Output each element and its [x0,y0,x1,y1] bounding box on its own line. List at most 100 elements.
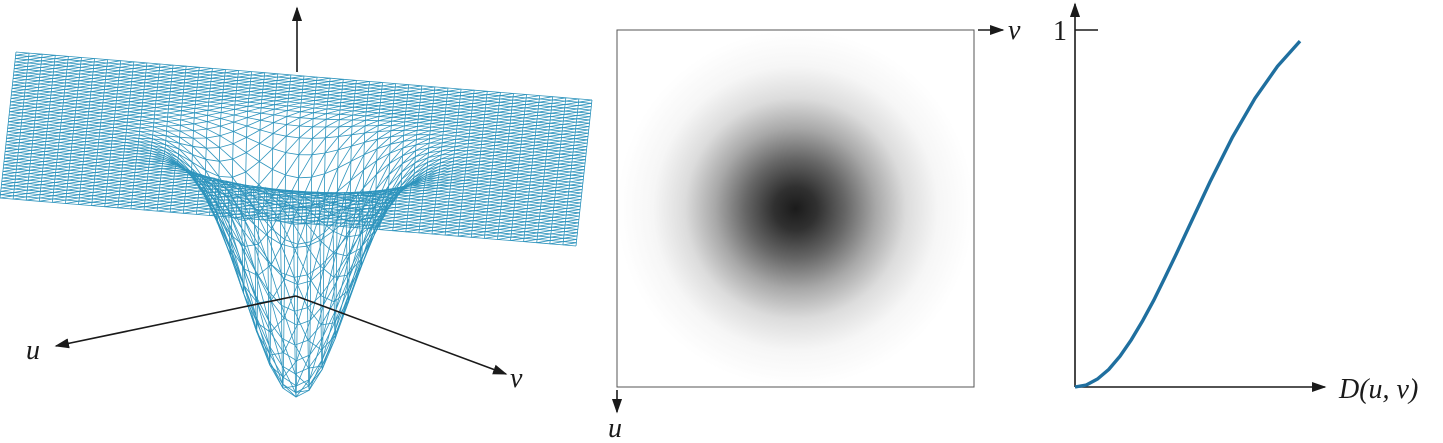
mesh-line [196,149,587,215]
mesh-line [1,96,553,356]
mesh-line [15,52,30,56]
surface-v-label: v [510,363,523,394]
mesh-line [52,112,591,351]
mesh-line [26,106,592,387]
image-v-label: v [1008,15,1021,46]
filter-image [616,29,975,388]
mesh-line [0,98,579,389]
mesh-line [4,85,422,156]
mesh-line [5,83,396,149]
mesh-line [130,132,589,222]
mesh-line [366,192,582,229]
profile-curve [1074,39,1302,389]
profile-x-label: D(u, v) [1338,374,1418,405]
mesh-line [549,239,577,245]
mesh-line [13,102,592,393]
mesh-line [13,58,95,73]
surface-u-label: u [26,335,40,366]
mesh-line [12,62,147,86]
mesh-line [2,92,501,247]
image-u-label: u [608,413,622,443]
mesh-line [1,95,540,333]
mesh-line [261,166,585,221]
mesh-line [10,69,226,106]
surface-u-axis [54,295,297,349]
mesh-line [222,156,586,217]
mesh-line [104,126,590,257]
mesh-line [39,109,591,369]
mesh-line [65,116,591,326]
mesh-line [0,97,566,378]
surface-v-axis [295,295,508,375]
mesh-line [117,129,589,238]
mesh-line [471,219,579,238]
mesh-line [392,199,582,232]
mesh-line [9,72,265,116]
mesh-line [405,202,581,233]
mesh-line [8,74,291,123]
mesh-line [143,136,589,211]
mesh-line [6,78,344,136]
mesh-line [3,87,449,162]
mesh-line [327,182,583,226]
mesh-line [78,119,590,303]
mesh-line [11,63,161,89]
mesh-line [14,54,56,63]
mesh-line [248,162,586,220]
mesh-line [209,152,587,216]
mesh-line [353,189,583,228]
mesh-line [13,60,121,79]
mesh-line [11,64,174,93]
mesh-line [10,66,200,99]
mesh-line [458,215,580,237]
mesh-line [562,242,577,246]
mesh-line [183,146,587,214]
mesh-line [10,68,213,103]
mesh-line [497,225,579,240]
mesh-line [431,209,581,235]
mesh-line [1,94,527,304]
mesh-line [8,73,278,119]
mesh-line [170,142,588,213]
mesh-line [5,82,383,146]
mesh-line [418,205,581,234]
mesh-line [3,88,462,178]
profile-panel: 1 D(u, v) [1053,2,1418,405]
mesh-line [314,179,584,225]
mesh-line [536,235,578,244]
mesh-line [445,212,580,236]
surface-mesh [0,51,593,398]
mesh-line [484,222,579,239]
mesh-line [274,169,585,222]
mesh-line [287,172,585,223]
mesh-line [6,81,370,142]
mesh-line [2,93,514,276]
mesh-line [12,61,134,83]
mesh-line [340,185,583,227]
mesh-line [379,195,582,230]
mesh-line [9,71,252,113]
mesh-line [91,122,590,278]
mesh-line [0,99,593,398]
image-panel: v u [608,15,1021,443]
mesh-line [7,77,331,132]
mesh-line [6,80,357,139]
mesh-line [7,76,318,129]
mesh-line [11,65,187,96]
mesh-line [14,57,82,69]
mesh-line [7,75,305,126]
mesh-line [4,86,435,159]
mesh-line [5,84,409,152]
mesh-line [15,53,43,59]
mesh-line [235,159,586,218]
mesh-line [301,175,584,224]
mesh-line [13,59,108,76]
mesh-line [157,139,588,212]
surface-panel: u v [0,6,593,398]
mesh-line [510,229,578,241]
mesh-line [14,56,69,66]
mesh-line [523,232,578,242]
mesh-line [9,70,239,109]
profile-y-tick-label: 1 [1053,16,1067,47]
